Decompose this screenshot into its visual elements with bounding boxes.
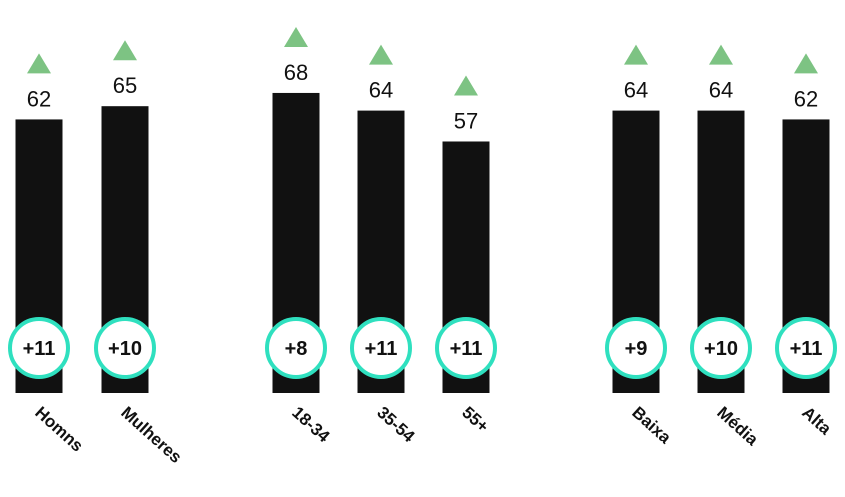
trend-up-icon	[454, 75, 478, 96]
category-label: Homns	[31, 403, 87, 456]
value-label: 57	[454, 108, 478, 133]
change-label: +11	[23, 338, 56, 360]
value-label: 65	[113, 73, 137, 98]
change-label: +10	[108, 338, 142, 360]
change-badge	[775, 317, 837, 379]
change-badge	[435, 317, 497, 379]
value-label: 64	[624, 78, 648, 103]
trend-up-icon	[624, 44, 648, 65]
change-label: +8	[285, 338, 308, 360]
value-label: 62	[794, 86, 818, 111]
trend-up-icon	[369, 44, 393, 65]
category-label: Mulheres	[117, 403, 185, 467]
change-badge	[605, 317, 667, 379]
trend-up-icon	[284, 26, 308, 47]
value-label: 68	[284, 60, 308, 85]
change-badge	[8, 317, 70, 379]
trend-up-icon	[709, 44, 733, 65]
category-label: 35-54	[373, 403, 418, 447]
change-label: +9	[625, 338, 648, 360]
trend-up-icon	[113, 40, 137, 61]
category-label: Baixa	[628, 403, 675, 448]
change-label: +11	[365, 338, 398, 360]
category-label: Média	[713, 403, 762, 450]
category-label: 55+	[458, 403, 492, 436]
change-label: +10	[704, 338, 738, 360]
value-label: 64	[709, 78, 733, 103]
trend-up-icon	[27, 53, 51, 74]
change-label: +11	[790, 338, 823, 360]
change-badge	[350, 317, 412, 379]
value-label: 62	[27, 86, 51, 111]
change-label: +11	[450, 338, 483, 360]
value-label: 64	[369, 78, 393, 103]
category-label: Alta	[798, 403, 835, 439]
change-badge	[94, 317, 156, 379]
trend-up-icon	[794, 53, 818, 74]
category-label: 18-34	[288, 403, 333, 447]
change-badge	[265, 317, 327, 379]
change-badge	[690, 317, 752, 379]
